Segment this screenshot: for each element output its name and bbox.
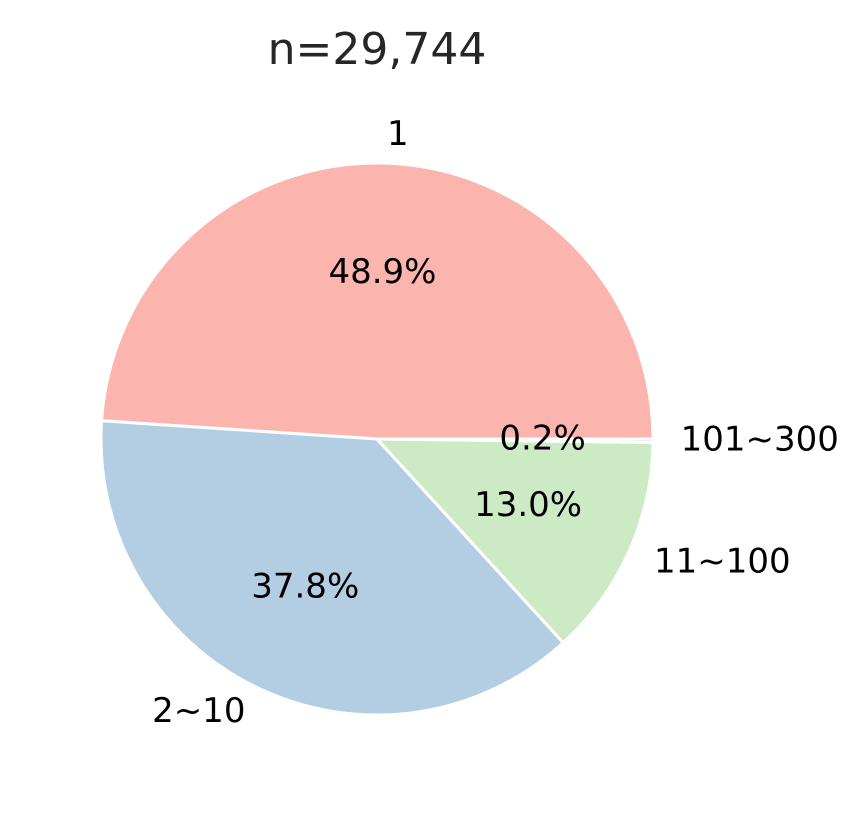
slice-label: 11~100 (654, 542, 791, 582)
percent-label: 0.2% (499, 419, 585, 459)
pie-slice (100, 161, 655, 441)
pie-slice (99, 419, 565, 717)
chart-title: n=29,744 (268, 24, 487, 75)
slice-label: 101~300 (681, 419, 839, 459)
percent-label: 48.9% (328, 252, 436, 292)
percent-label: 37.8% (251, 567, 359, 607)
slice-label: 1 (387, 114, 409, 154)
pie-slice (375, 437, 655, 444)
pie-slice (375, 437, 655, 645)
percent-label: 13.0% (474, 485, 582, 525)
slice-label: 2~10 (152, 691, 245, 731)
